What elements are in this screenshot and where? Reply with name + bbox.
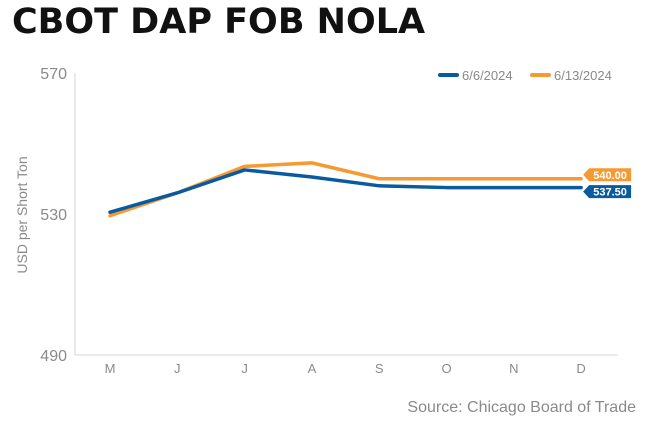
end-value-label: 537.50 (593, 187, 627, 199)
y-tick-label: 530 (40, 207, 67, 224)
x-tick-label: J (174, 361, 181, 376)
x-tick-label: S (375, 361, 384, 376)
source-note: Source: Chicago Board of Trade (407, 399, 636, 416)
x-tick-label: M (105, 361, 116, 376)
x-tick-label: N (509, 361, 518, 376)
end-value-tag-2: 540.00 (583, 168, 632, 182)
x-tick-label: J (241, 361, 248, 376)
end-value-tag-1: 537.50 (583, 185, 632, 199)
end-value-tag-shape (583, 168, 632, 182)
end-value-label: 540.00 (593, 170, 627, 182)
y-axis-title: USD per Short Ton (14, 156, 30, 273)
y-tick-label: 490 (40, 348, 67, 365)
legend-label: 6/6/2024 (462, 68, 513, 83)
legend: 6/6/2024 6/13/2024 (438, 68, 612, 83)
axes (74, 73, 618, 356)
chart-title: CBOT DAP FOB NOLA (12, 2, 426, 42)
y-tick-labels: 570 530 490 (40, 66, 67, 365)
series-line-2 (108, 161, 583, 218)
legend-item-1: 6/6/2024 (438, 68, 513, 83)
legend-item-2: 6/13/2024 (530, 68, 612, 83)
legend-label: 6/13/2024 (554, 68, 612, 83)
end-labels: 537.50 540.00 (583, 168, 632, 199)
series-lines (108, 161, 583, 218)
series-line-1 (108, 168, 583, 214)
x-tick-label: A (308, 361, 317, 376)
x-tick-label: D (576, 361, 585, 376)
y-tick-label: 570 (40, 66, 67, 83)
x-tick-label: O (441, 361, 451, 376)
end-value-tag-shape (583, 185, 632, 199)
